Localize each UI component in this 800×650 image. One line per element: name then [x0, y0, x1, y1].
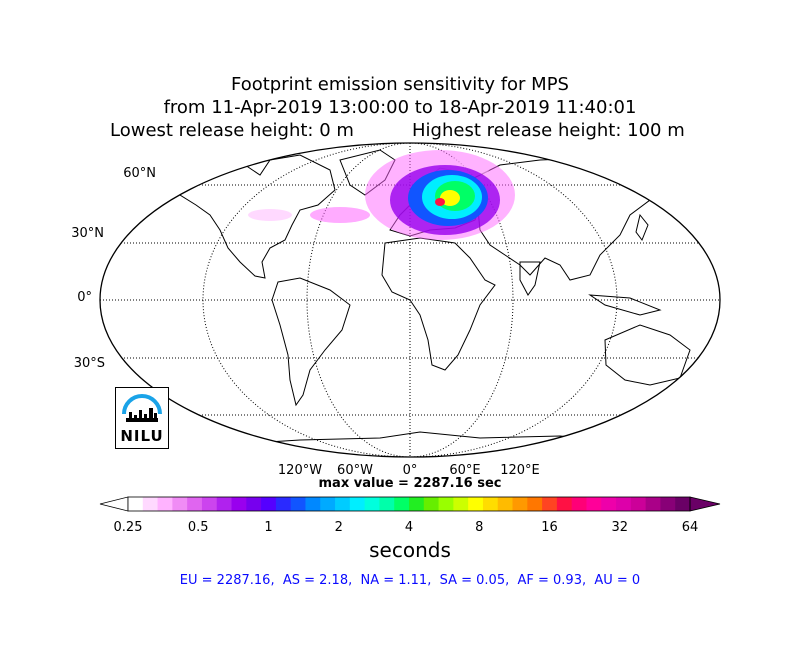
lon-label-60w: 60°W [337, 463, 373, 478]
colorbar-tick-label: 64 [681, 520, 699, 535]
colorbar-segment [216, 497, 233, 511]
lon-label-120e: 120°E [500, 463, 540, 478]
lat-label-30s: 30°S [73, 356, 105, 371]
colorbar-segment [527, 497, 543, 511]
colorbar-segment [201, 497, 218, 511]
nilu-logo-text: NILU [120, 427, 164, 445]
colorbar-segment [349, 497, 366, 511]
colorbar-segment [616, 497, 632, 511]
colorbar-segment [556, 497, 573, 511]
colorbar-segment [172, 497, 188, 511]
colorbar-segment [231, 497, 247, 511]
colorbar-tick-label: 16 [541, 520, 558, 535]
colorbar-extend-min [99, 496, 129, 512]
colorbar-segment [645, 497, 661, 511]
lowest-release-height: Lowest release height: 0 m [110, 120, 354, 141]
colorbar-segment [542, 497, 558, 511]
colorbar-tick-label: 0.5 [187, 520, 209, 535]
colorbar-segment [660, 497, 676, 511]
map-title-line-2: from 11-Apr-2019 13:00:00 to 18-Apr-2019… [163, 97, 637, 118]
colorbar-segment [601, 497, 617, 511]
colorbar-segment [275, 497, 292, 511]
colorbar-tick-label: 32 [611, 520, 629, 535]
lon-label-60e: 60°E [449, 463, 481, 478]
nilu-logo-icon [122, 394, 162, 422]
colorbar-segment [586, 497, 602, 511]
colorbar-tick-label: 0.25 [113, 520, 143, 535]
nilu-logo: NILU [115, 387, 169, 449]
colorbar-segment [571, 497, 587, 511]
colorbar-segment [128, 497, 144, 511]
colorbar-extend-max [689, 496, 721, 512]
regional-values: EU = 2287.16, AS = 2.18, NA = 1.11, SA =… [179, 573, 641, 588]
lat-label-equator: 0° [77, 290, 92, 305]
colorbar-tick-label: 8 [475, 520, 484, 535]
colorbar-segment [512, 497, 528, 511]
lon-label-0: 0° [402, 463, 418, 478]
colorbar-tick-label: 4 [404, 520, 414, 535]
colorbar-tick-label: 2 [334, 520, 343, 535]
colorbar-segment [423, 497, 440, 511]
colorbar-segment [290, 497, 306, 511]
colorbar-segment [409, 497, 425, 511]
colorbar-segment [364, 497, 380, 511]
map-content [100, 143, 720, 457]
colorbar-segment [675, 497, 691, 511]
colorbar-label: seconds [369, 538, 451, 562]
colorbar-segment [438, 497, 454, 511]
colorbar-segment [305, 497, 321, 511]
colorbar-segment [379, 497, 395, 511]
lon-label-120w: 120°W [277, 463, 323, 478]
colorbar-outline [127, 496, 691, 512]
highest-release-height: Highest release height: 100 m [412, 120, 685, 141]
colorbar-segment [142, 497, 159, 511]
map-boundary [99, 142, 721, 458]
colorbar [99, 496, 721, 512]
colorbar-segment [246, 497, 262, 511]
colorbar-segment [335, 497, 351, 511]
lat-label-30n: 30°N [71, 226, 104, 241]
lat-label-60n: 60°N [123, 166, 156, 181]
colorbar-segment [630, 497, 647, 511]
colorbar-segment [497, 497, 514, 511]
max-value-label: max value = 2287.16 sec [318, 476, 502, 491]
colorbar-segment [453, 497, 469, 511]
footprint-field [248, 150, 515, 240]
colorbar-segment [261, 497, 277, 511]
colorbar-segment [157, 497, 173, 511]
colorbar-segment [482, 497, 499, 511]
colorbar-segment [187, 497, 203, 511]
colorbar-segment [468, 497, 484, 511]
colorbar-segment [320, 497, 336, 511]
colorbar-tick-label: 1 [264, 520, 273, 535]
map-title-line-1: Footprint emission sensitivity for MPS [231, 74, 569, 95]
colorbar-segment [394, 497, 410, 511]
